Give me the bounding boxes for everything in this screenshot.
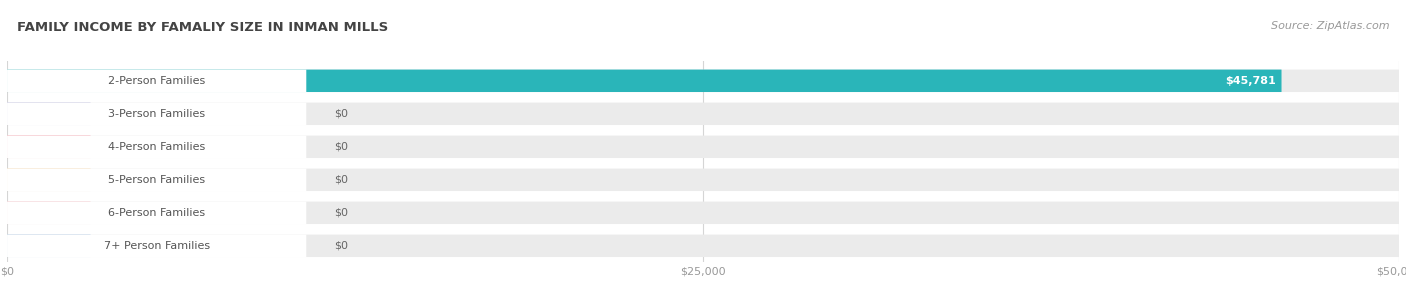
- FancyBboxPatch shape: [7, 235, 90, 257]
- Text: $0: $0: [335, 142, 349, 152]
- FancyBboxPatch shape: [7, 235, 1399, 257]
- FancyBboxPatch shape: [7, 202, 90, 224]
- Text: 2-Person Families: 2-Person Families: [108, 76, 205, 86]
- FancyBboxPatch shape: [7, 102, 90, 125]
- FancyBboxPatch shape: [7, 169, 1399, 191]
- Text: $0: $0: [335, 208, 349, 218]
- FancyBboxPatch shape: [7, 136, 90, 158]
- FancyBboxPatch shape: [7, 102, 1399, 125]
- FancyBboxPatch shape: [7, 136, 1399, 158]
- FancyBboxPatch shape: [7, 70, 1281, 92]
- FancyBboxPatch shape: [7, 202, 1399, 224]
- FancyBboxPatch shape: [7, 102, 307, 125]
- FancyBboxPatch shape: [7, 235, 307, 257]
- FancyBboxPatch shape: [7, 136, 307, 158]
- Text: 6-Person Families: 6-Person Families: [108, 208, 205, 218]
- Text: $0: $0: [335, 241, 349, 251]
- Text: $45,781: $45,781: [1225, 76, 1277, 86]
- Text: Source: ZipAtlas.com: Source: ZipAtlas.com: [1271, 21, 1389, 31]
- Text: $0: $0: [335, 109, 349, 119]
- FancyBboxPatch shape: [7, 202, 307, 224]
- FancyBboxPatch shape: [7, 70, 1399, 92]
- FancyBboxPatch shape: [7, 70, 307, 92]
- Text: FAMILY INCOME BY FAMALIY SIZE IN INMAN MILLS: FAMILY INCOME BY FAMALIY SIZE IN INMAN M…: [17, 21, 388, 34]
- Text: 7+ Person Families: 7+ Person Families: [104, 241, 209, 251]
- Text: 3-Person Families: 3-Person Families: [108, 109, 205, 119]
- FancyBboxPatch shape: [7, 169, 307, 191]
- Text: 5-Person Families: 5-Person Families: [108, 175, 205, 185]
- Text: 4-Person Families: 4-Person Families: [108, 142, 205, 152]
- FancyBboxPatch shape: [7, 169, 90, 191]
- Text: $0: $0: [335, 175, 349, 185]
